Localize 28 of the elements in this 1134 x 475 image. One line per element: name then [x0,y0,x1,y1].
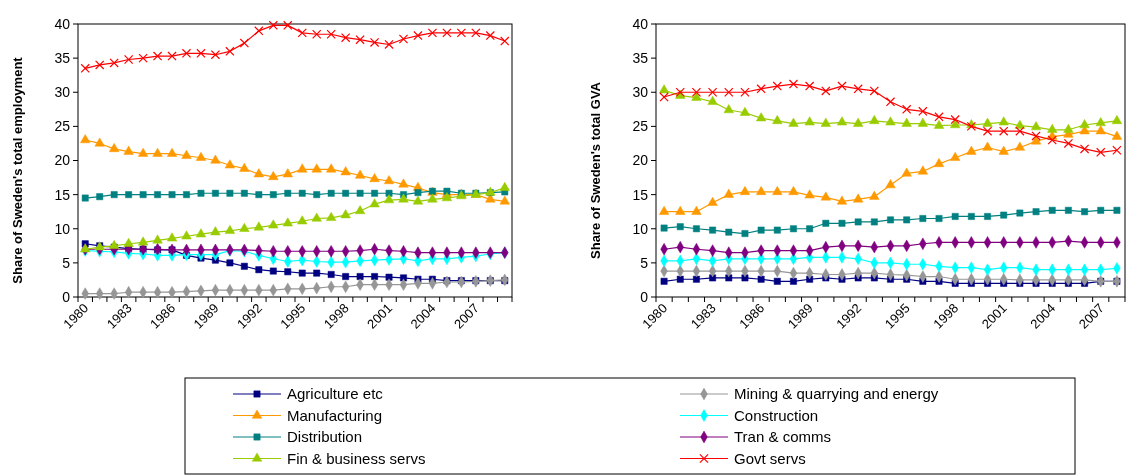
y-axis-title: Share of Sweden's total GVA [588,81,603,259]
y-tick-label: 15 [632,186,649,203]
legend-label: Agriculture etc [287,385,384,403]
y-tick-label: 10 [54,220,71,237]
legend-label: Mining & quarrying and energy [734,385,939,403]
y-tick-label: 40 [632,15,649,32]
y-tick-label: 0 [640,288,649,305]
y-tick-label: 35 [54,50,71,67]
y-tick-label: 20 [632,152,649,169]
y-tick-label: 30 [632,84,649,101]
y-tick-label: 25 [632,118,649,135]
legend-label: Tran & comms [734,428,831,446]
y-tick-label: 0 [62,288,71,305]
legend-label: Fin & business servs [287,449,426,467]
y-tick-label: 15 [54,186,71,203]
legend-label: Govt servs [734,449,806,467]
y-tick-label: 20 [54,152,71,169]
y-tick-label: 35 [632,50,649,67]
y-tick-label: 30 [54,84,71,101]
legend-label: Construction [734,406,819,424]
y-tick-label: 25 [54,118,71,135]
legend-label: Distribution [287,428,363,446]
y-tick-label: 10 [632,220,649,237]
y-tick-label: 40 [54,15,71,32]
y-tick-label: 5 [62,254,71,271]
legend-label: Manufacturing [287,406,383,424]
y-axis-title: Share of Sweden's total employment [10,56,25,284]
y-tick-label: 5 [640,254,649,271]
